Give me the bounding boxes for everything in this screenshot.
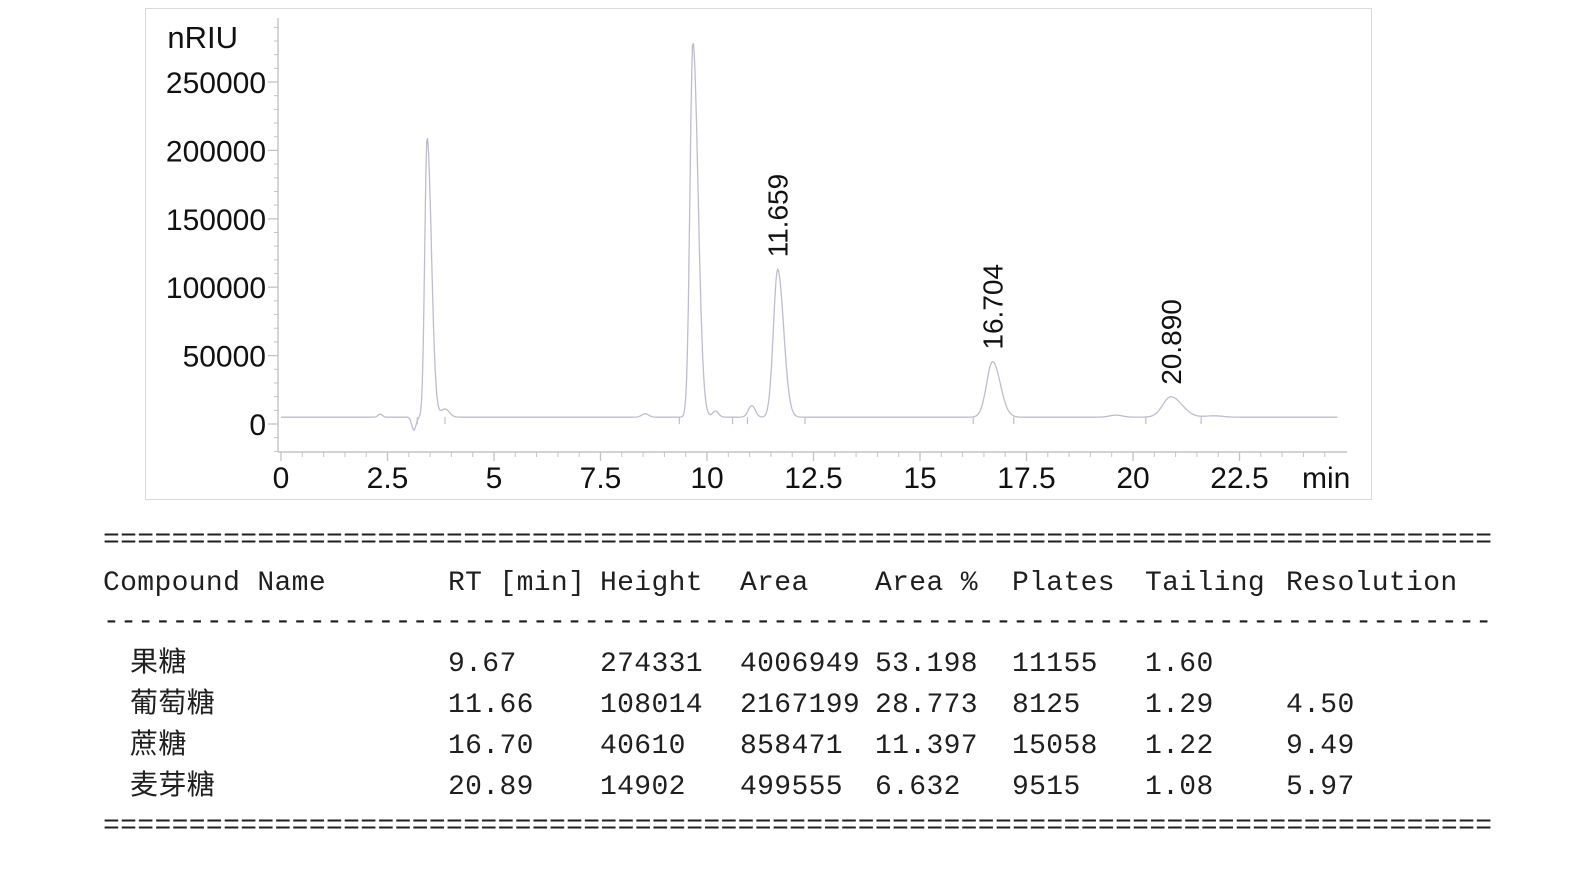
cell-tailing: 1.60 (1145, 649, 1214, 680)
col-header-area: Area (740, 568, 809, 599)
cell-tailing: 1.08 (1145, 772, 1214, 803)
col-header-tailing: Tailing (1145, 568, 1266, 599)
y-tick-label: 250000 (166, 67, 266, 100)
table-row: 葡萄糖 11.66 108014 2167199 28.773 8125 1.29 4.50 (103, 685, 1493, 726)
y-tick-label: 200000 (166, 135, 266, 168)
cell-area_pct: 28.773 (875, 690, 978, 721)
cell-name: 蔗糖 (130, 731, 187, 762)
cell-tailing: 1.22 (1145, 731, 1214, 762)
peak-results-table: ========================================… (103, 528, 1493, 840)
x-tick-label: 10 (690, 462, 723, 495)
col-header-plates: Plates (1012, 568, 1115, 599)
col-header-height: Height (600, 568, 703, 599)
table-bottom-rule: ========================================… (103, 814, 1493, 840)
cell-area: 858471 (740, 731, 843, 762)
y-axis-unit-label: nRIU (167, 20, 238, 55)
x-tick-label: 5 (486, 462, 503, 495)
y-tick-label: 0 (249, 409, 266, 442)
cell-rt: 9.67 (448, 649, 517, 680)
chromatogram-trace (281, 42, 1338, 432)
cell-resolution: 4.50 (1286, 690, 1355, 721)
y-tick-label: 150000 (166, 204, 266, 237)
table-body: 果糖 9.67 274331 4006949 53.198 11155 1.60 葡萄糖 11.… (103, 644, 1493, 808)
x-tick-label: 15 (903, 462, 936, 495)
cell-plates: 15058 (1012, 731, 1098, 762)
cell-name: 麦芽糖 (130, 772, 216, 803)
x-tick-label: 17.5 (997, 462, 1055, 495)
table-header-rule: ----------------------------------------… (103, 608, 1493, 638)
x-tick-label: 12.5 (784, 462, 842, 495)
cell-height: 40610 (600, 731, 686, 762)
peak-rt-label: 16.704 (978, 264, 1009, 350)
cell-area_pct: 11.397 (875, 731, 978, 762)
cell-area: 2167199 (740, 690, 861, 721)
cell-area: 4006949 (740, 649, 861, 680)
peak-rt-label: 20.890 (1156, 299, 1187, 385)
x-tick-label: 7.5 (580, 462, 622, 495)
col-header-rt: RT [min] (448, 568, 586, 599)
table-row: 果糖 9.67 274331 4006949 53.198 11155 1.60 (103, 644, 1493, 685)
cell-tailing: 1.29 (1145, 690, 1214, 721)
cell-rt: 16.70 (448, 731, 534, 762)
x-axis-unit-label: min (1302, 462, 1350, 495)
cell-rt: 11.66 (448, 690, 534, 721)
cell-resolution: 9.49 (1286, 731, 1355, 762)
col-header-area_pct: Area % (875, 568, 978, 599)
col-header-resolution: Resolution (1286, 568, 1458, 599)
cell-height: 274331 (600, 649, 703, 680)
peak-rt-label: 11.659 (763, 174, 794, 258)
cell-name: 葡萄糖 (130, 690, 216, 721)
cell-name: 果糖 (130, 649, 187, 680)
cell-resolution: 5.97 (1286, 772, 1355, 803)
table-row: 蔗糖 16.70 40610 858471 11.397 15058 1.22 9.49 (103, 726, 1493, 767)
cell-height: 14902 (600, 772, 686, 803)
x-tick-label: 0 (273, 462, 290, 495)
cell-area: 499555 (740, 772, 843, 803)
cell-height: 108014 (600, 690, 703, 721)
table-row: 麦芽糖 20.89 14902 499555 6.632 9515 1.08 5.97 (103, 767, 1493, 808)
table-top-rule: ========================================… (103, 528, 1493, 554)
x-tick-label: 2.5 (367, 462, 409, 495)
cell-plates: 11155 (1012, 649, 1098, 680)
x-tick-label: 22.5 (1210, 462, 1268, 495)
table-header-row: Compound Name RT [min] Height Area Area % Pla… (103, 564, 1493, 604)
cell-plates: 8125 (1012, 690, 1081, 721)
cell-area_pct: 6.632 (875, 772, 961, 803)
cell-area_pct: 53.198 (875, 649, 978, 680)
col-header-name: Compound Name (103, 568, 326, 599)
cell-resolution (1286, 644, 1493, 685)
chromatogram-chart: 0 50000 100000 150000 200000 250000 0 2.5 5 7.5 10… (166, 18, 1350, 495)
x-tick-label: 20 (1116, 462, 1149, 495)
chromatogram-panel: 0 50000 100000 150000 200000 250000 0 2.5 5 7.5 10… (145, 8, 1372, 500)
cell-rt: 20.89 (448, 772, 534, 803)
cell-plates: 9515 (1012, 772, 1081, 803)
y-tick-label: 50000 (183, 341, 266, 374)
y-tick-label: 100000 (166, 272, 266, 305)
